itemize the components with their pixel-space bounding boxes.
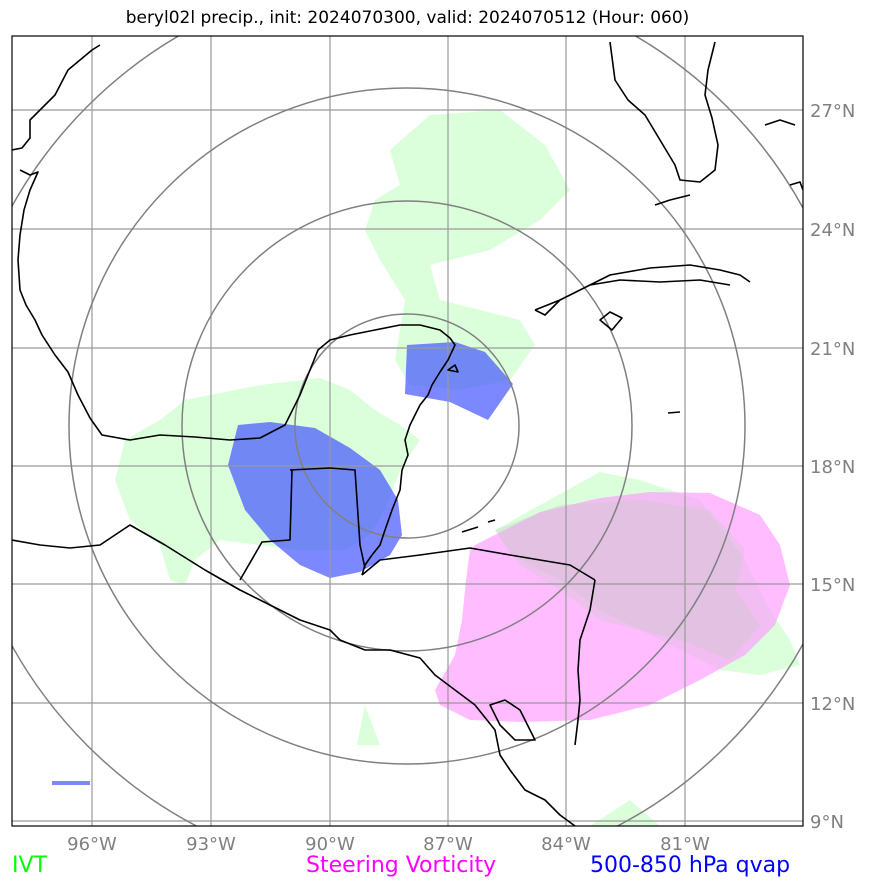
lat-label: 12°N [810, 694, 855, 715]
lon-label: 81°W [660, 834, 710, 855]
coastlines [12, 41, 803, 826]
cozumel [447, 364, 459, 373]
lake-nicaragua [489, 699, 536, 741]
lon-label: 87°W [423, 834, 473, 855]
latitude-labels: 27°N 24°N 21°N 18°N 15°N 12°N 9°N [810, 101, 855, 833]
qvap-region [405, 342, 513, 420]
cuba [534, 264, 751, 316]
gridlines [12, 36, 803, 826]
ivt-region [357, 705, 380, 745]
mexico-guatemala-border [239, 469, 293, 581]
lat-label: 15°N [810, 575, 855, 596]
belize-guatemala-border [289, 467, 366, 569]
isla-juventud [599, 311, 623, 331]
lon-label: 96°W [67, 834, 117, 855]
longitude-labels: 96°W 93°W 90°W 87°W 84°W 81°W [67, 834, 710, 855]
range-rings [12, 36, 803, 826]
legend-qvap: 500-850 hPa qvap [590, 853, 791, 878]
lat-label: 18°N [810, 457, 855, 478]
lat-label: 27°N [810, 101, 855, 122]
legend-ivt: IVT [12, 853, 47, 878]
yucatan-east-coast [361, 337, 456, 576]
lat-label: 24°N [810, 220, 855, 241]
lat-label: 21°N [810, 339, 855, 360]
hispaniola-fragment [789, 181, 803, 191]
honduras-north-coast [361, 547, 596, 581]
nicaragua-coast [574, 579, 596, 746]
ivt-region [590, 800, 660, 826]
lon-label: 84°W [541, 834, 591, 855]
central-america-pacific-coast [12, 524, 576, 826]
florida-keys [654, 194, 691, 206]
lon-label: 90°W [305, 834, 355, 855]
roatan-islands [461, 519, 496, 533]
range-ring [294, 313, 520, 539]
lat-label: 9°N [810, 812, 844, 833]
cayman-islands [667, 411, 681, 414]
map-frame [11, 35, 804, 827]
map-title: beryl02l precip., init: 2024070300, vali… [125, 8, 690, 28]
qvap-region [52, 781, 90, 785]
range-ring [181, 200, 633, 652]
range-ring [68, 87, 746, 765]
gulf-coast-us-mexico [12, 44, 451, 441]
legend-steering-vorticity: Steering Vorticity [306, 853, 497, 878]
overlap-region [495, 500, 760, 660]
qvap-region [228, 422, 402, 578]
steering-vorticity-region [435, 492, 790, 722]
ivt-region [365, 110, 570, 390]
florida [609, 41, 719, 183]
lon-label: 93°W [186, 834, 236, 855]
bahamas-fragment [764, 119, 796, 126]
